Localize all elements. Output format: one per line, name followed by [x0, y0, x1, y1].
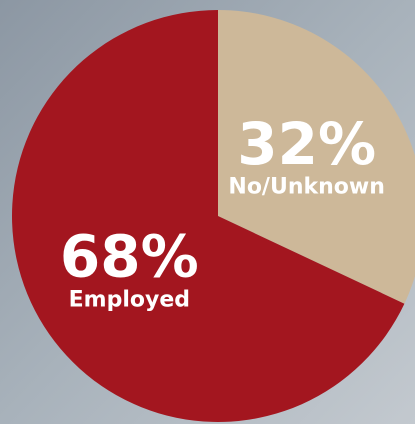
pie: [12, 10, 415, 422]
value-label: 68%: [60, 222, 199, 290]
pie-slice: [218, 10, 415, 304]
value-label: 32%: [237, 110, 376, 178]
category-label: No/Unknown: [228, 175, 384, 200]
labels: 32%No/Unknown 68%Employed: [60, 110, 385, 312]
category-label: Employed: [69, 287, 190, 312]
pie-slice: [12, 10, 405, 422]
